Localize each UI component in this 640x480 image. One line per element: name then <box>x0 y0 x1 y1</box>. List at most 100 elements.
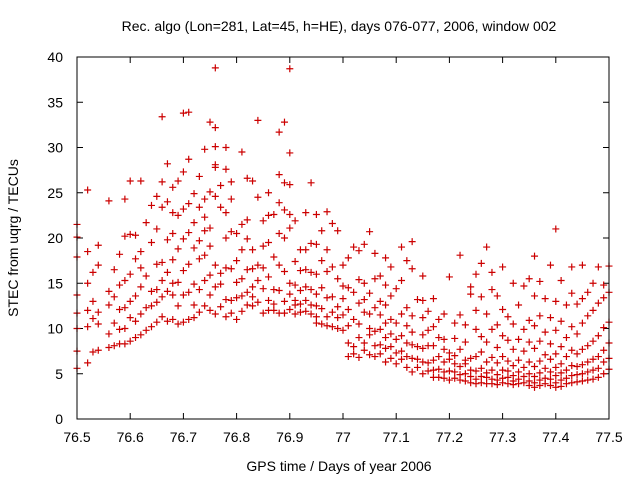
data-point-marker <box>562 374 570 382</box>
data-point-marker <box>318 257 326 265</box>
data-point-marker <box>190 280 198 288</box>
data-point-marker <box>366 289 374 297</box>
data-point-marker <box>312 313 320 321</box>
data-point-marker <box>179 267 187 275</box>
data-point-marker <box>158 203 166 211</box>
data-point-marker <box>355 320 363 328</box>
data-point-marker <box>259 217 267 225</box>
data-point-marker <box>323 208 331 216</box>
data-point-marker <box>557 369 565 377</box>
data-point-marker <box>398 277 406 285</box>
data-point-marker <box>169 229 177 237</box>
data-point-marker <box>270 300 278 308</box>
data-point-marker <box>286 65 294 73</box>
data-point-marker <box>328 293 336 301</box>
data-point-marker <box>366 310 374 318</box>
data-point-marker <box>429 342 437 350</box>
data-point-marker <box>568 289 576 297</box>
data-point-marker <box>302 266 310 274</box>
data-point-marker <box>403 339 411 347</box>
data-point-marker <box>499 305 507 313</box>
data-point-marker <box>312 319 320 327</box>
data-point-marker <box>280 179 288 187</box>
data-point-marker <box>211 283 219 291</box>
data-point-marker <box>472 306 480 314</box>
data-point-marker <box>121 304 129 312</box>
data-point-marker <box>328 323 336 331</box>
data-point-marker <box>302 296 310 304</box>
data-point-marker <box>371 353 379 361</box>
data-point-marker <box>477 348 485 356</box>
data-point-marker <box>126 314 134 322</box>
data-point-marker <box>493 321 501 329</box>
data-point-marker <box>211 310 219 318</box>
data-point-marker <box>403 322 411 330</box>
data-point-marker <box>435 365 443 373</box>
data-point-marker <box>408 341 416 349</box>
data-point-marker <box>334 275 342 283</box>
x-tick-label: 76.8 <box>223 429 250 445</box>
data-point-marker <box>371 249 379 257</box>
data-point-marker <box>477 379 485 387</box>
data-point-marker <box>456 345 464 353</box>
data-point-marker <box>413 363 421 371</box>
x-tick-label: 77.5 <box>595 429 622 445</box>
data-point-marker <box>568 323 576 331</box>
data-point-marker <box>568 346 576 354</box>
data-point-marker <box>552 297 560 305</box>
data-point-marker <box>201 227 209 235</box>
data-point-marker <box>350 315 358 323</box>
data-point-marker <box>520 282 528 290</box>
x-tick-label: 77.3 <box>489 429 516 445</box>
data-point-marker <box>280 267 288 275</box>
data-point-marker <box>408 368 416 376</box>
data-point-marker <box>163 287 171 295</box>
y-tick-label: 35 <box>47 94 63 110</box>
data-point-marker <box>600 358 608 366</box>
data-point-marker <box>376 341 384 349</box>
data-point-marker <box>185 315 193 323</box>
data-point-marker <box>398 355 406 363</box>
data-point-marker <box>568 362 576 370</box>
data-point-marker <box>515 375 523 383</box>
data-point-marker <box>233 294 241 302</box>
data-point-marker <box>589 279 597 287</box>
data-point-marker <box>265 211 273 219</box>
data-point-marker <box>142 219 150 227</box>
data-point-marker <box>541 374 549 382</box>
data-point-marker <box>110 319 118 327</box>
data-point-marker <box>179 318 187 326</box>
data-point-marker <box>408 328 416 336</box>
data-points <box>73 64 613 391</box>
data-point-marker <box>499 374 507 382</box>
y-tick-label: 0 <box>55 411 63 427</box>
data-point-marker <box>201 251 209 259</box>
data-point-marker <box>323 267 331 275</box>
data-point-marker <box>488 325 496 333</box>
data-point-marker <box>153 318 161 326</box>
data-point-marker <box>201 195 209 203</box>
data-point-marker <box>344 353 352 361</box>
data-point-marker <box>531 363 539 371</box>
data-point-marker <box>147 239 155 247</box>
data-point-marker <box>190 301 198 309</box>
data-point-marker <box>435 334 443 342</box>
data-point-marker <box>488 366 496 374</box>
data-point-marker <box>578 377 586 385</box>
data-point-marker <box>451 360 459 368</box>
data-point-marker <box>259 309 267 317</box>
data-point-marker <box>291 281 299 289</box>
data-point-marker <box>493 292 501 300</box>
data-point-marker <box>158 277 166 285</box>
data-point-marker <box>126 337 134 345</box>
data-point-marker <box>137 283 145 291</box>
data-point-marker <box>557 277 565 285</box>
data-point-marker <box>398 332 406 340</box>
data-point-marker <box>536 357 544 365</box>
y-tick-label: 20 <box>47 230 63 246</box>
data-point-marker <box>265 189 273 197</box>
data-point-marker <box>222 144 230 151</box>
data-point-marker <box>339 326 347 334</box>
data-point-marker <box>116 281 124 289</box>
